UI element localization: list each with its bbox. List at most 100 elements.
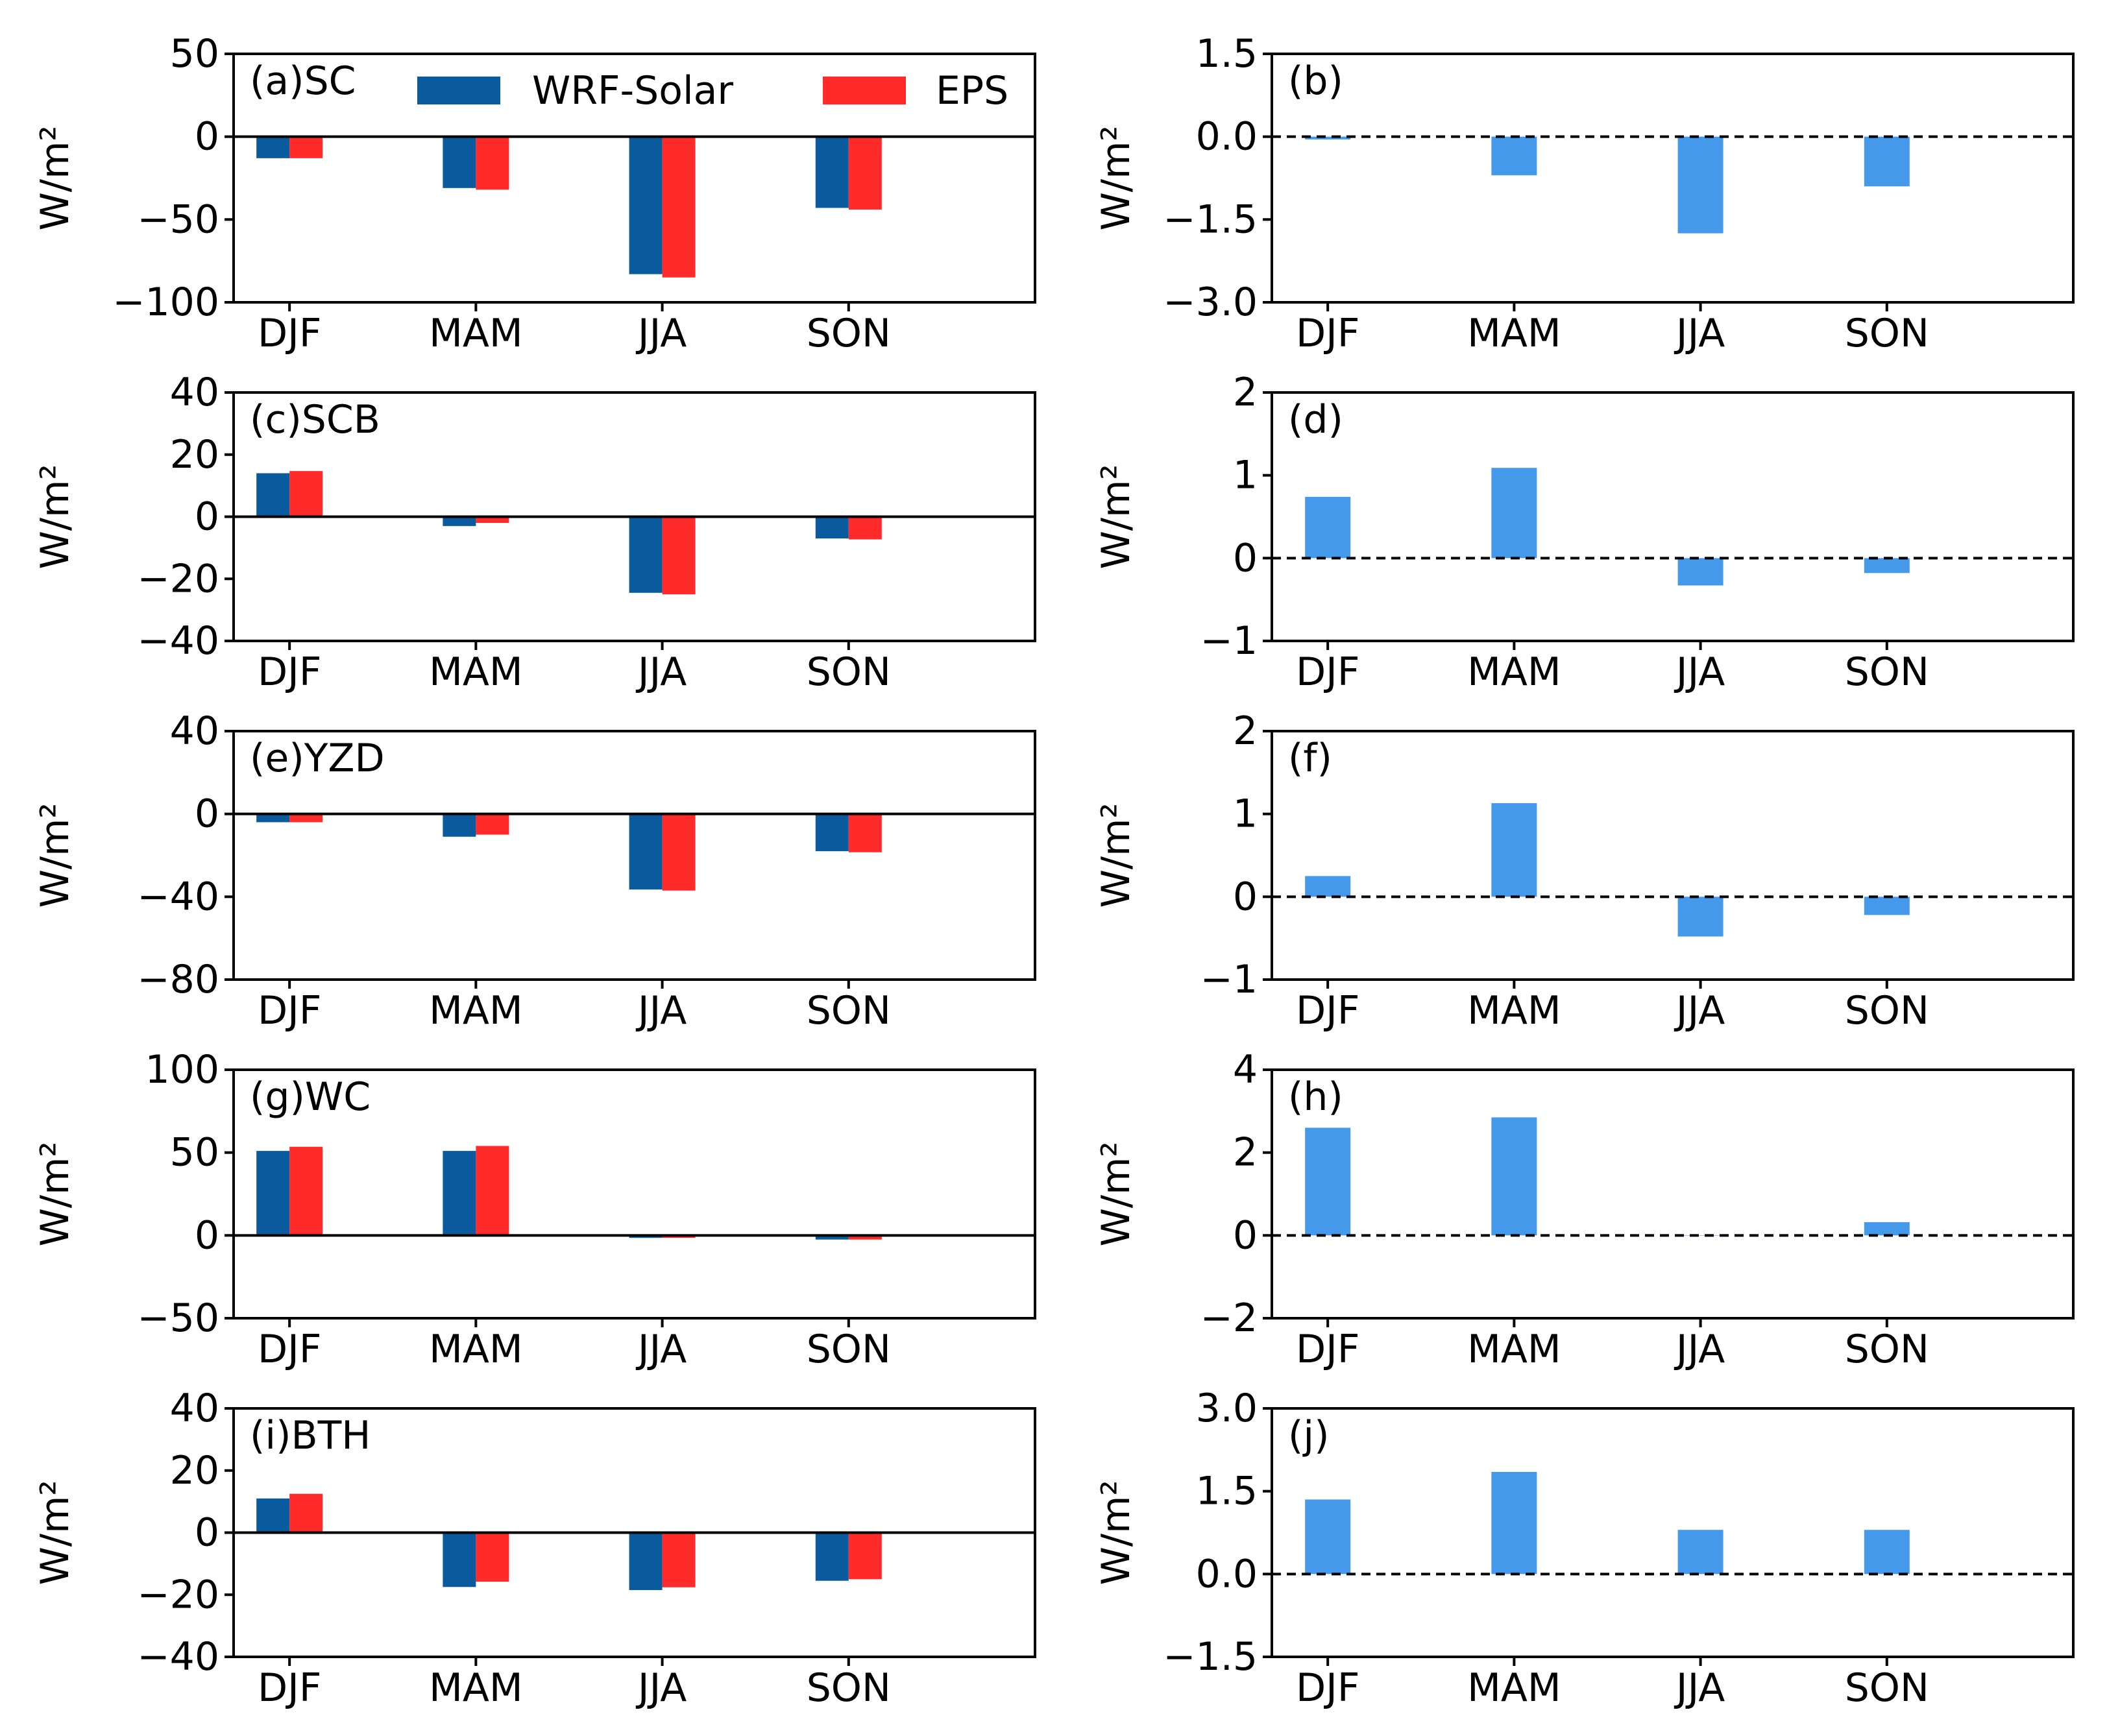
y-tick-label-a: 0 xyxy=(195,114,219,160)
bar-h-diff-djf xyxy=(1305,1127,1351,1236)
x-tick-label-b: DJF xyxy=(1296,311,1359,356)
panel-title-a: (a)SC xyxy=(250,58,356,104)
bar-c-eps-mam xyxy=(476,516,509,524)
y-tick-label-g: 0 xyxy=(195,1212,219,1258)
y-tick-label-e: 0 xyxy=(195,791,219,837)
y-tick-label-h: −2 xyxy=(1200,1296,1258,1341)
panel-title-e: (e)YZD xyxy=(250,736,385,781)
bar-d-diff-djf xyxy=(1305,496,1351,559)
x-tick-label-a: DJF xyxy=(258,311,321,356)
x-tick-label-g: JJA xyxy=(635,1327,687,1372)
bar-a-wrf-solar-son xyxy=(815,136,849,208)
chart-panel-e: 40 0 −40 −80 DJF MAM JJA SON W/m² (e)YZD xyxy=(32,708,1036,1033)
bar-a-eps-son xyxy=(848,136,882,210)
y-axis-label-b: W/m² xyxy=(1093,125,1139,230)
bar-g-eps-mam xyxy=(476,1146,509,1236)
bar-i-wrf-solar-djf xyxy=(256,1498,290,1533)
bar-c-eps-jja xyxy=(662,516,696,595)
axes-frame-j xyxy=(1271,1407,2075,1658)
y-tick-label-c: −20 xyxy=(137,556,219,601)
legend-label-wrf-solar: WRF-Solar xyxy=(532,68,733,114)
bar-g-eps-djf xyxy=(289,1146,323,1236)
y-tick-label-j: 0.0 xyxy=(1196,1551,1258,1597)
bar-c-wrf-solar-mam xyxy=(443,516,476,526)
bar-h-diff-son xyxy=(1864,1222,1910,1236)
bar-g-eps-son xyxy=(848,1235,882,1240)
legend-label-eps: EPS xyxy=(936,68,1008,114)
x-tick-label-a: MAM xyxy=(429,311,523,356)
x-tick-label-c: SON xyxy=(807,649,891,695)
y-tick-label-j: 3.0 xyxy=(1196,1386,1258,1431)
y-tick-label-g: −50 xyxy=(137,1296,219,1341)
bar-j-diff-djf xyxy=(1305,1499,1351,1574)
bar-c-wrf-solar-jja xyxy=(629,516,663,593)
bar-b-diff-djf xyxy=(1305,136,1351,139)
chart-panel-g: 100 50 0 −50 DJF MAM JJA SON W/m² (g)WC xyxy=(32,1047,1036,1372)
x-tick-label-i: SON xyxy=(807,1665,891,1711)
y-tick-label-f: 0 xyxy=(1233,874,1258,919)
y-tick-label-j: −1.5 xyxy=(1163,1634,1258,1680)
x-tick-label-d: MAM xyxy=(1467,649,1561,695)
axes-frame-h xyxy=(1271,1068,2075,1320)
bar-j-diff-son xyxy=(1864,1530,1910,1574)
bar-i-eps-mam xyxy=(476,1532,509,1582)
bar-e-eps-jja xyxy=(662,814,696,891)
chart-panel-h: 4 2 0 −2 DJF MAM JJA SON W/m² (h) xyxy=(1093,1047,2075,1372)
x-tick-label-f: JJA xyxy=(1674,988,1725,1033)
panel-title-g: (g)WC xyxy=(250,1074,371,1120)
panel-title-h: (h) xyxy=(1288,1074,1343,1120)
bar-i-wrf-solar-mam xyxy=(443,1532,476,1587)
bar-a-eps-jja xyxy=(662,136,696,278)
y-tick-label-c: 0 xyxy=(195,494,219,540)
x-tick-label-c: MAM xyxy=(429,649,523,695)
y-tick-label-a: −50 xyxy=(137,197,219,242)
y-tick-label-d: 2 xyxy=(1233,370,1258,415)
bar-a-wrf-solar-djf xyxy=(256,136,290,158)
x-tick-label-g: MAM xyxy=(429,1327,523,1372)
chart-panel-i: 40 20 0 −20 −40 DJF MAM JJA SON W/m² (i)BTH xyxy=(32,1386,1036,1711)
bar-c-eps-djf xyxy=(289,471,323,517)
panel-title-f: (f) xyxy=(1288,736,1332,781)
axes-frame-d xyxy=(1271,391,2075,642)
y-tick-label-d: 1 xyxy=(1233,453,1258,498)
bar-i-wrf-solar-son xyxy=(815,1532,849,1581)
x-tick-label-j: DJF xyxy=(1296,1665,1359,1711)
y-tick-label-b: 0.0 xyxy=(1196,114,1258,160)
y-tick-label-d: −1 xyxy=(1200,618,1258,664)
x-tick-label-f: MAM xyxy=(1467,988,1561,1033)
x-tick-label-e: DJF xyxy=(258,988,321,1033)
bar-i-eps-son xyxy=(848,1532,882,1580)
bar-b-diff-son xyxy=(1864,136,1910,187)
y-axis-label-d: W/m² xyxy=(1093,464,1139,569)
x-tick-label-i: MAM xyxy=(429,1665,523,1711)
chart-panel-f: 2 1 0 −1 DJF MAM JJA SON W/m² (f) xyxy=(1093,708,2075,1033)
x-tick-label-f: DJF xyxy=(1296,988,1359,1033)
x-tick-label-b: MAM xyxy=(1467,311,1561,356)
y-axis-label-c: W/m² xyxy=(32,464,78,569)
x-tick-label-j: JJA xyxy=(1674,1665,1725,1711)
x-tick-label-j: MAM xyxy=(1467,1665,1561,1711)
x-tick-label-d: SON xyxy=(1845,649,1929,695)
y-tick-label-g: 50 xyxy=(170,1130,219,1175)
x-tick-label-i: JJA xyxy=(635,1665,687,1711)
bar-c-wrf-solar-djf xyxy=(256,473,290,517)
y-axis-label-e: W/m² xyxy=(32,802,78,908)
axes-frame-f xyxy=(1271,730,2075,981)
bar-h-diff-mam xyxy=(1491,1117,1537,1236)
bar-e-eps-djf xyxy=(289,814,323,823)
bar-j-diff-jja xyxy=(1677,1530,1723,1574)
x-tick-label-b: JJA xyxy=(1674,311,1725,356)
y-tick-label-b: 1.5 xyxy=(1196,31,1258,77)
y-tick-label-f: −1 xyxy=(1200,957,1258,1002)
bar-i-wrf-solar-jja xyxy=(629,1532,663,1591)
x-tick-label-h: MAM xyxy=(1467,1327,1561,1372)
y-axis-label-g: W/m² xyxy=(32,1141,78,1246)
y-axis-label-a: W/m² xyxy=(32,125,78,230)
bar-f-diff-son xyxy=(1864,897,1910,915)
y-tick-label-i: 20 xyxy=(170,1448,219,1493)
chart-panel-c: 40 20 0 −20 −40 DJF MAM JJA SON W/m² (c)SCB xyxy=(32,370,1036,695)
y-tick-label-b: −1.5 xyxy=(1163,197,1258,242)
bar-a-wrf-solar-jja xyxy=(629,136,663,274)
bar-a-wrf-solar-mam xyxy=(443,136,476,188)
